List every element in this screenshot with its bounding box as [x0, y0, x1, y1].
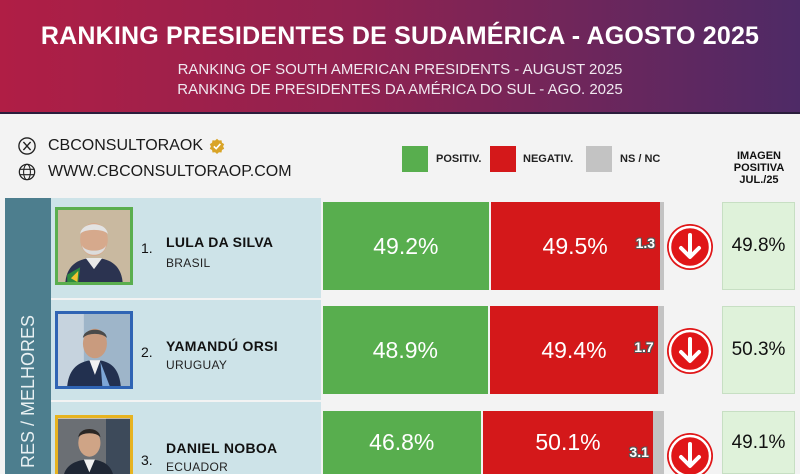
president-photo-2 — [55, 311, 133, 389]
x-handle-row[interactable]: CBCONSULTORAOK — [18, 137, 225, 155]
image-header-line-3: JUL./25 — [739, 174, 779, 186]
bar-negative: 49.4% — [489, 306, 659, 394]
bar-negative: 49.5% — [490, 202, 660, 290]
ns-value-label: 1.3 — [635, 235, 656, 251]
header-banner: RANKING PRESIDENTES DE SUDAMÉRICA - AGOS… — [0, 0, 800, 114]
website-text: WWW.CBCONSULTORAOP.COM — [48, 163, 292, 180]
president-country: ECUADOR — [166, 460, 229, 474]
bar-ns — [653, 411, 664, 474]
trend-down-icon — [667, 224, 713, 270]
president-name: YAMANDÚ ORSI — [166, 338, 278, 354]
legend-swatch-ns — [586, 146, 612, 172]
x-handle-text: CBCONSULTORAOK — [48, 137, 203, 154]
image-column-header: IMAGEN POSITIVA JUL./25 — [724, 150, 794, 186]
ns-value-label: 3.1 — [629, 444, 649, 460]
bar-ns — [659, 202, 664, 290]
bar-ns — [658, 306, 664, 394]
bar-positive: 46.8% — [323, 411, 481, 474]
website-row[interactable]: WWW.CBCONSULTORAOP.COM — [18, 163, 292, 181]
rank-number: 2. — [141, 344, 153, 360]
image-header-line-1: IMAGEN — [737, 150, 781, 162]
rank-number: 3. — [141, 452, 153, 468]
president-name: DANIEL NOBOA — [166, 440, 278, 456]
row-divider — [51, 400, 321, 402]
legend-label-negative: NEGATIV. — [523, 153, 574, 165]
legend-label-ns: NS / NC — [620, 153, 661, 165]
row-divider — [51, 298, 321, 300]
page-title: RANKING PRESIDENTES DE SUDAMÉRICA - AGOS… — [40, 22, 760, 50]
bar-positive: 48.9% — [323, 306, 488, 394]
legend-label-positive: POSITIV. — [436, 153, 482, 165]
president-photo-1 — [55, 207, 133, 285]
trend-down-icon — [667, 433, 713, 474]
portrait-orsi — [58, 314, 130, 386]
president-country: BRASIL — [166, 256, 211, 270]
previous-positive-value: 50.3% — [722, 306, 795, 394]
subtitle-english: RANKING OF SOUTH AMERICAN PRESIDENTS - A… — [177, 61, 623, 78]
subtitle-portuguese: RANKING DE PRESIDENTES DA AMÉRICA DO SUL… — [177, 81, 623, 98]
previous-positive-value: 49.8% — [722, 202, 795, 290]
legend-swatch-positive — [402, 146, 428, 172]
header-divider — [0, 112, 800, 114]
portrait-lula — [58, 210, 130, 282]
president-photo-3 — [55, 415, 133, 474]
verified-badge-icon — [209, 138, 225, 154]
president-country: URUGUAY — [166, 358, 228, 372]
previous-positive-value: 49.1% — [722, 411, 795, 474]
portrait-noboa — [58, 418, 130, 474]
side-label: RES / MELHORES — [18, 314, 38, 468]
bar-negative: 50.1% — [482, 411, 654, 474]
ns-value-label: 1.7 — [634, 339, 654, 355]
rank-number: 1. — [141, 240, 153, 256]
globe-icon — [18, 163, 36, 181]
x-logo-icon — [18, 137, 36, 155]
image-header-line-2: POSITIVA — [733, 162, 785, 174]
side-strip — [5, 198, 51, 474]
president-name: LULA DA SILVA — [166, 234, 274, 250]
legend-swatch-negative — [490, 146, 516, 172]
bar-positive: 49.2% — [323, 202, 489, 290]
trend-down-icon — [667, 328, 713, 374]
